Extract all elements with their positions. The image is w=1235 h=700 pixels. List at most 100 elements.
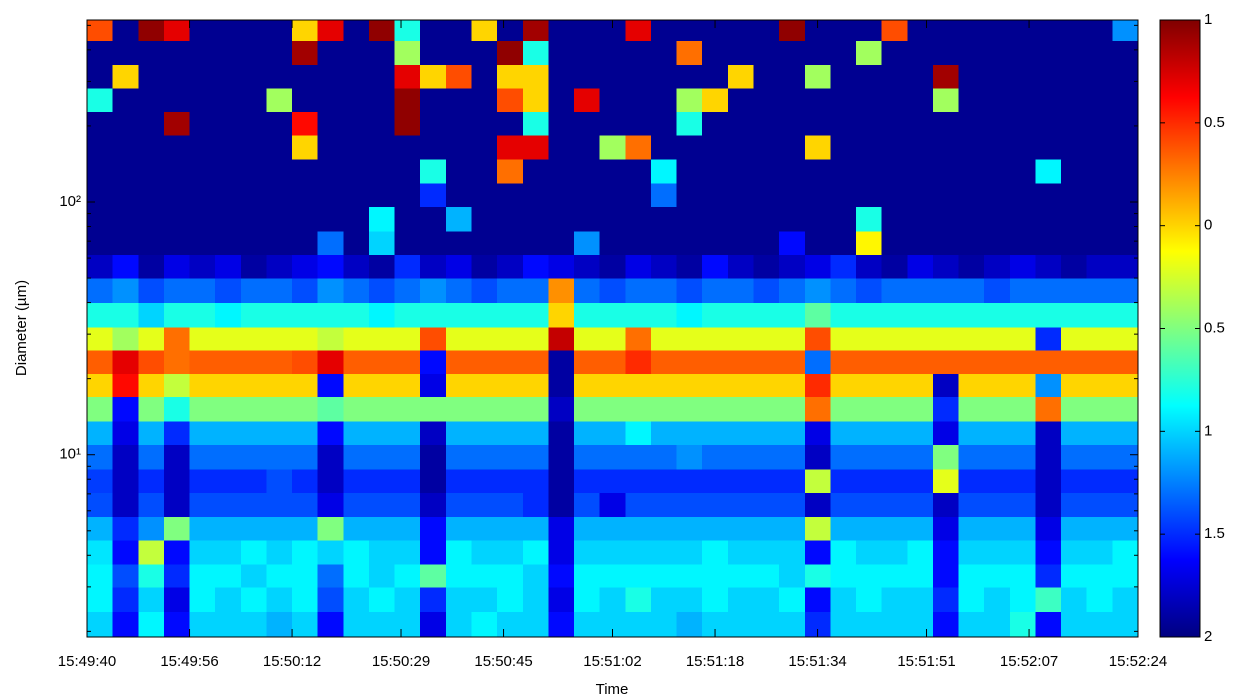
heatmap-cell	[215, 254, 241, 278]
heatmap-cell	[369, 327, 395, 350]
heatmap-cell	[574, 254, 600, 278]
heatmap-cell	[292, 516, 318, 540]
heatmap-cell	[1035, 183, 1061, 207]
heatmap-cell	[395, 183, 421, 207]
heatmap-cell	[472, 564, 498, 588]
heatmap-cell	[651, 112, 677, 136]
heatmap-cell	[523, 41, 549, 65]
heatmap-cell	[779, 183, 805, 207]
heatmap-cell	[138, 20, 164, 41]
heatmap-cell	[1035, 564, 1061, 588]
heatmap-cell	[779, 135, 805, 159]
heatmap-cell	[241, 564, 267, 588]
heatmap-cell	[190, 350, 216, 374]
heatmap-cell	[856, 373, 882, 397]
heatmap-cell	[138, 327, 164, 350]
heatmap-cell	[164, 396, 190, 421]
heatmap-cell	[1035, 278, 1061, 303]
heatmap-cell	[343, 396, 369, 421]
heatmap-cell	[113, 611, 139, 637]
heatmap-cell	[369, 492, 395, 517]
heatmap-cell	[600, 254, 626, 278]
heatmap-cell	[446, 564, 472, 588]
heatmap-cell	[497, 587, 523, 612]
heatmap-cell	[497, 231, 523, 255]
heatmap-cell	[753, 112, 779, 136]
heatmap-cell	[702, 492, 728, 517]
colorbar-tick-label: 0.5	[1204, 114, 1225, 131]
heatmap-cell	[625, 350, 651, 374]
heatmap-cell	[1061, 159, 1087, 184]
heatmap-cell	[959, 159, 985, 184]
heatmap-cell	[472, 135, 498, 159]
heatmap-cell	[548, 254, 574, 278]
heatmap-cell	[830, 112, 856, 136]
heatmap-cell	[266, 516, 292, 540]
heatmap-cell	[472, 20, 498, 41]
heatmap-cell	[856, 41, 882, 65]
heatmap-cell	[241, 396, 267, 421]
heatmap-cell	[882, 564, 908, 588]
heatmap-cell	[907, 373, 933, 397]
heatmap-cell	[395, 206, 421, 231]
heatmap-cell	[420, 41, 446, 65]
heatmap-cell	[446, 88, 472, 112]
heatmap-cell	[959, 88, 985, 112]
heatmap-cell	[1112, 444, 1138, 469]
heatmap-cell	[548, 64, 574, 88]
heatmap-cell	[446, 587, 472, 612]
heatmap-cell	[753, 327, 779, 350]
heatmap-cell	[446, 41, 472, 65]
heatmap-cell	[113, 41, 139, 65]
heatmap-cell	[574, 564, 600, 588]
heatmap-cell	[805, 444, 831, 469]
heatmap-cell	[113, 303, 139, 328]
heatmap-cell	[113, 278, 139, 303]
heatmap-cell	[1035, 135, 1061, 159]
heatmap-cell	[138, 564, 164, 588]
heatmap-cell	[87, 373, 113, 397]
heatmap-cell	[830, 396, 856, 421]
heatmap-cell	[805, 350, 831, 374]
heatmap-cell	[933, 206, 959, 231]
heatmap-cell	[1061, 303, 1087, 328]
heatmap-cell	[369, 469, 395, 493]
heatmap-cell	[292, 135, 318, 159]
heatmap-cell	[472, 159, 498, 184]
heatmap-cell	[343, 278, 369, 303]
heatmap-cell	[1112, 564, 1138, 588]
heatmap-cell	[959, 396, 985, 421]
heatmap-cell	[395, 611, 421, 637]
heatmap-cell	[856, 159, 882, 184]
heatmap-cell	[728, 206, 754, 231]
heatmap-cell	[805, 327, 831, 350]
heatmap-cell	[1061, 492, 1087, 517]
heatmap-cell	[959, 516, 985, 540]
heatmap-cell	[753, 444, 779, 469]
heatmap-cell	[933, 492, 959, 517]
heatmap-cell	[523, 206, 549, 231]
heatmap-cell	[548, 135, 574, 159]
heatmap-cell	[523, 444, 549, 469]
heatmap-cell	[1087, 444, 1113, 469]
heatmap-cell	[87, 88, 113, 112]
heatmap-cell	[1112, 206, 1138, 231]
heatmap-cell	[907, 587, 933, 612]
heatmap-cell	[1035, 159, 1061, 184]
colorbar-tick-label: 0	[1204, 217, 1212, 234]
heatmap-cell	[472, 303, 498, 328]
heatmap-cell	[702, 373, 728, 397]
heatmap-cell	[1112, 112, 1138, 136]
heatmap-cell	[625, 231, 651, 255]
heatmap-cell	[548, 564, 574, 588]
heatmap-cell	[1087, 41, 1113, 65]
heatmap-cell	[1010, 350, 1036, 374]
heatmap-cell	[753, 64, 779, 88]
heatmap-cell	[446, 303, 472, 328]
heatmap-cell	[215, 540, 241, 564]
heatmap-cell	[984, 492, 1010, 517]
heatmap-cell	[138, 611, 164, 637]
heatmap-cell	[138, 540, 164, 564]
heatmap-cell	[548, 20, 574, 41]
heatmap-cell	[702, 444, 728, 469]
